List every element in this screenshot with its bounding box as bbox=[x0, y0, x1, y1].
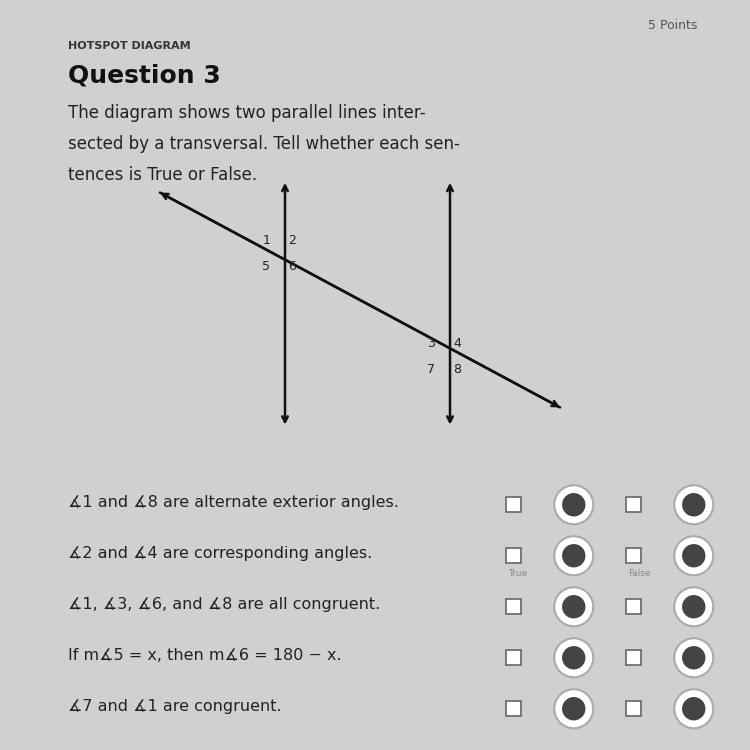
Text: tences is True or False.: tences is True or False. bbox=[68, 166, 256, 184]
Bar bbox=[626, 548, 641, 563]
Circle shape bbox=[674, 485, 713, 524]
Circle shape bbox=[674, 587, 713, 626]
Circle shape bbox=[562, 595, 586, 619]
Text: 6: 6 bbox=[288, 260, 296, 273]
Circle shape bbox=[674, 689, 713, 728]
Bar bbox=[506, 701, 521, 716]
Text: ∡1 and ∡8 are alternate exterior angles.: ∡1 and ∡8 are alternate exterior angles. bbox=[68, 495, 398, 510]
Circle shape bbox=[554, 485, 593, 524]
Text: sected by a transversal. Tell whether each sen-: sected by a transversal. Tell whether ea… bbox=[68, 135, 459, 153]
Circle shape bbox=[562, 697, 586, 721]
Text: ∡2 and ∡4 are corresponding angles.: ∡2 and ∡4 are corresponding angles. bbox=[68, 546, 372, 561]
Text: False: False bbox=[628, 569, 650, 578]
Circle shape bbox=[682, 595, 706, 619]
Text: 5: 5 bbox=[262, 260, 270, 273]
Circle shape bbox=[554, 587, 593, 626]
Circle shape bbox=[554, 638, 593, 677]
Circle shape bbox=[682, 493, 706, 517]
Text: 4: 4 bbox=[453, 337, 461, 350]
Bar bbox=[626, 701, 641, 716]
Circle shape bbox=[554, 536, 593, 575]
Text: 5 Points: 5 Points bbox=[648, 19, 698, 32]
Circle shape bbox=[562, 544, 586, 568]
Circle shape bbox=[682, 646, 706, 670]
Circle shape bbox=[682, 544, 706, 568]
Circle shape bbox=[562, 646, 586, 670]
Circle shape bbox=[674, 536, 713, 575]
Circle shape bbox=[682, 697, 706, 721]
Bar bbox=[626, 650, 641, 665]
Text: HOTSPOT DIAGRAM: HOTSPOT DIAGRAM bbox=[68, 41, 190, 51]
Text: 3: 3 bbox=[427, 337, 435, 350]
Bar bbox=[626, 497, 641, 512]
Bar bbox=[506, 650, 521, 665]
Text: The diagram shows two parallel lines inter-: The diagram shows two parallel lines int… bbox=[68, 104, 425, 122]
Text: If m∡5 = x, then m∡6 = 180 − x.: If m∡5 = x, then m∡6 = 180 − x. bbox=[68, 648, 341, 663]
Bar bbox=[506, 497, 521, 512]
Bar bbox=[506, 548, 521, 563]
Text: 7: 7 bbox=[427, 363, 435, 376]
Text: ∡1, ∡3, ∡6, and ∡8 are all congruent.: ∡1, ∡3, ∡6, and ∡8 are all congruent. bbox=[68, 597, 380, 612]
Text: 2: 2 bbox=[288, 234, 296, 247]
Text: True: True bbox=[508, 569, 526, 578]
Text: ∡7 and ∡1 are congruent.: ∡7 and ∡1 are congruent. bbox=[68, 699, 281, 714]
Circle shape bbox=[674, 638, 713, 677]
Circle shape bbox=[562, 493, 586, 517]
Bar bbox=[506, 599, 521, 614]
Text: 8: 8 bbox=[453, 363, 461, 376]
Text: 1: 1 bbox=[262, 234, 270, 247]
Text: Question 3: Question 3 bbox=[68, 64, 220, 88]
Circle shape bbox=[554, 689, 593, 728]
Bar bbox=[626, 599, 641, 614]
